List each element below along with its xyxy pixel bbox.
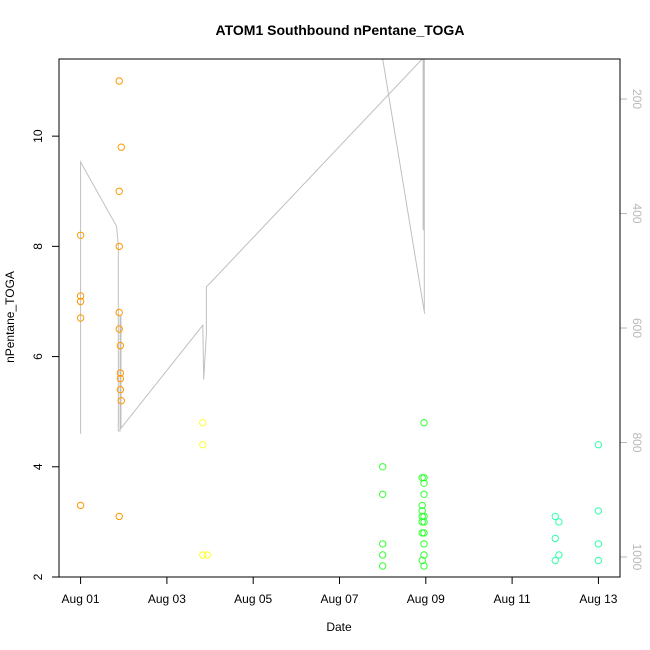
data-point: [115, 512, 123, 521]
data-point: [115, 242, 123, 251]
x-tick-label: Aug 07: [320, 592, 358, 606]
data-point: [594, 556, 603, 565]
y-tick-label: 2: [31, 573, 45, 580]
data-point: [116, 374, 125, 383]
data-point: [420, 562, 428, 570]
y-tick-label: 10: [31, 129, 45, 143]
data-point: [594, 540, 603, 548]
data-point: [76, 501, 85, 510]
x-tick-label: Aug 13: [579, 592, 617, 606]
data-point: [418, 501, 426, 510]
data-point: [551, 534, 559, 543]
right-tick-label: 200: [630, 89, 644, 109]
x-tick-label: Aug 05: [234, 592, 272, 606]
right-axis-line-layer: [80, 59, 426, 434]
data-point: [551, 556, 559, 565]
plot-frame: [58, 58, 621, 578]
data-point: [116, 385, 125, 394]
right-tick-label: 1000: [630, 544, 644, 571]
right-tick-label: 600: [630, 318, 644, 338]
data-point: [115, 308, 123, 317]
data-point: [203, 551, 212, 559]
data-point: [555, 518, 563, 526]
x-tick-label: Aug 01: [62, 592, 100, 606]
x-axis-label: Date: [326, 620, 352, 634]
data-point: [76, 314, 85, 322]
right-tick-label: 400: [630, 204, 644, 224]
data-point: [379, 490, 387, 498]
data-point: [420, 490, 428, 498]
y-tick-label: 8: [31, 243, 45, 250]
data-point: [594, 507, 603, 515]
data-point: [379, 551, 387, 559]
y-tick-label: 6: [31, 353, 45, 360]
data-point: [420, 512, 428, 521]
x-tick-label: Aug 03: [148, 592, 186, 606]
data-point: [594, 441, 603, 449]
data-point: [76, 297, 85, 306]
data-point: [420, 479, 428, 487]
y-tick-label: 4: [31, 463, 45, 470]
data-point: [379, 540, 387, 548]
data-point: [115, 187, 123, 196]
data-point: [117, 143, 126, 151]
x-tick-label: Aug 09: [407, 592, 445, 606]
chart-title: ATOM1 Southbound nPentane_TOGA: [216, 22, 465, 38]
right-axis-series-line: [80, 59, 426, 434]
data-point: [420, 540, 428, 548]
right-tick-label: 800: [630, 432, 644, 452]
data-point: [420, 419, 428, 427]
data-point: [76, 292, 85, 300]
scatter-points-layer: [76, 77, 603, 570]
data-point: [379, 463, 387, 471]
x-tick-label: Aug 11: [494, 592, 531, 606]
data-point: [379, 562, 387, 570]
data-point: [551, 512, 559, 521]
data-point: [115, 77, 123, 85]
data-point: [116, 369, 125, 377]
data-point: [199, 551, 207, 559]
data-point: [199, 419, 207, 427]
data-point: [420, 474, 428, 482]
data-point: [420, 529, 428, 537]
data-point: [420, 551, 428, 559]
data-point: [117, 397, 126, 405]
data-point: [116, 341, 125, 350]
data-point: [199, 441, 207, 449]
data-point: [76, 231, 85, 240]
data-point: [420, 518, 428, 526]
y-axis-label: nPentane_TOGA: [3, 271, 17, 363]
data-point: [555, 551, 563, 559]
data-point: [115, 325, 123, 333]
